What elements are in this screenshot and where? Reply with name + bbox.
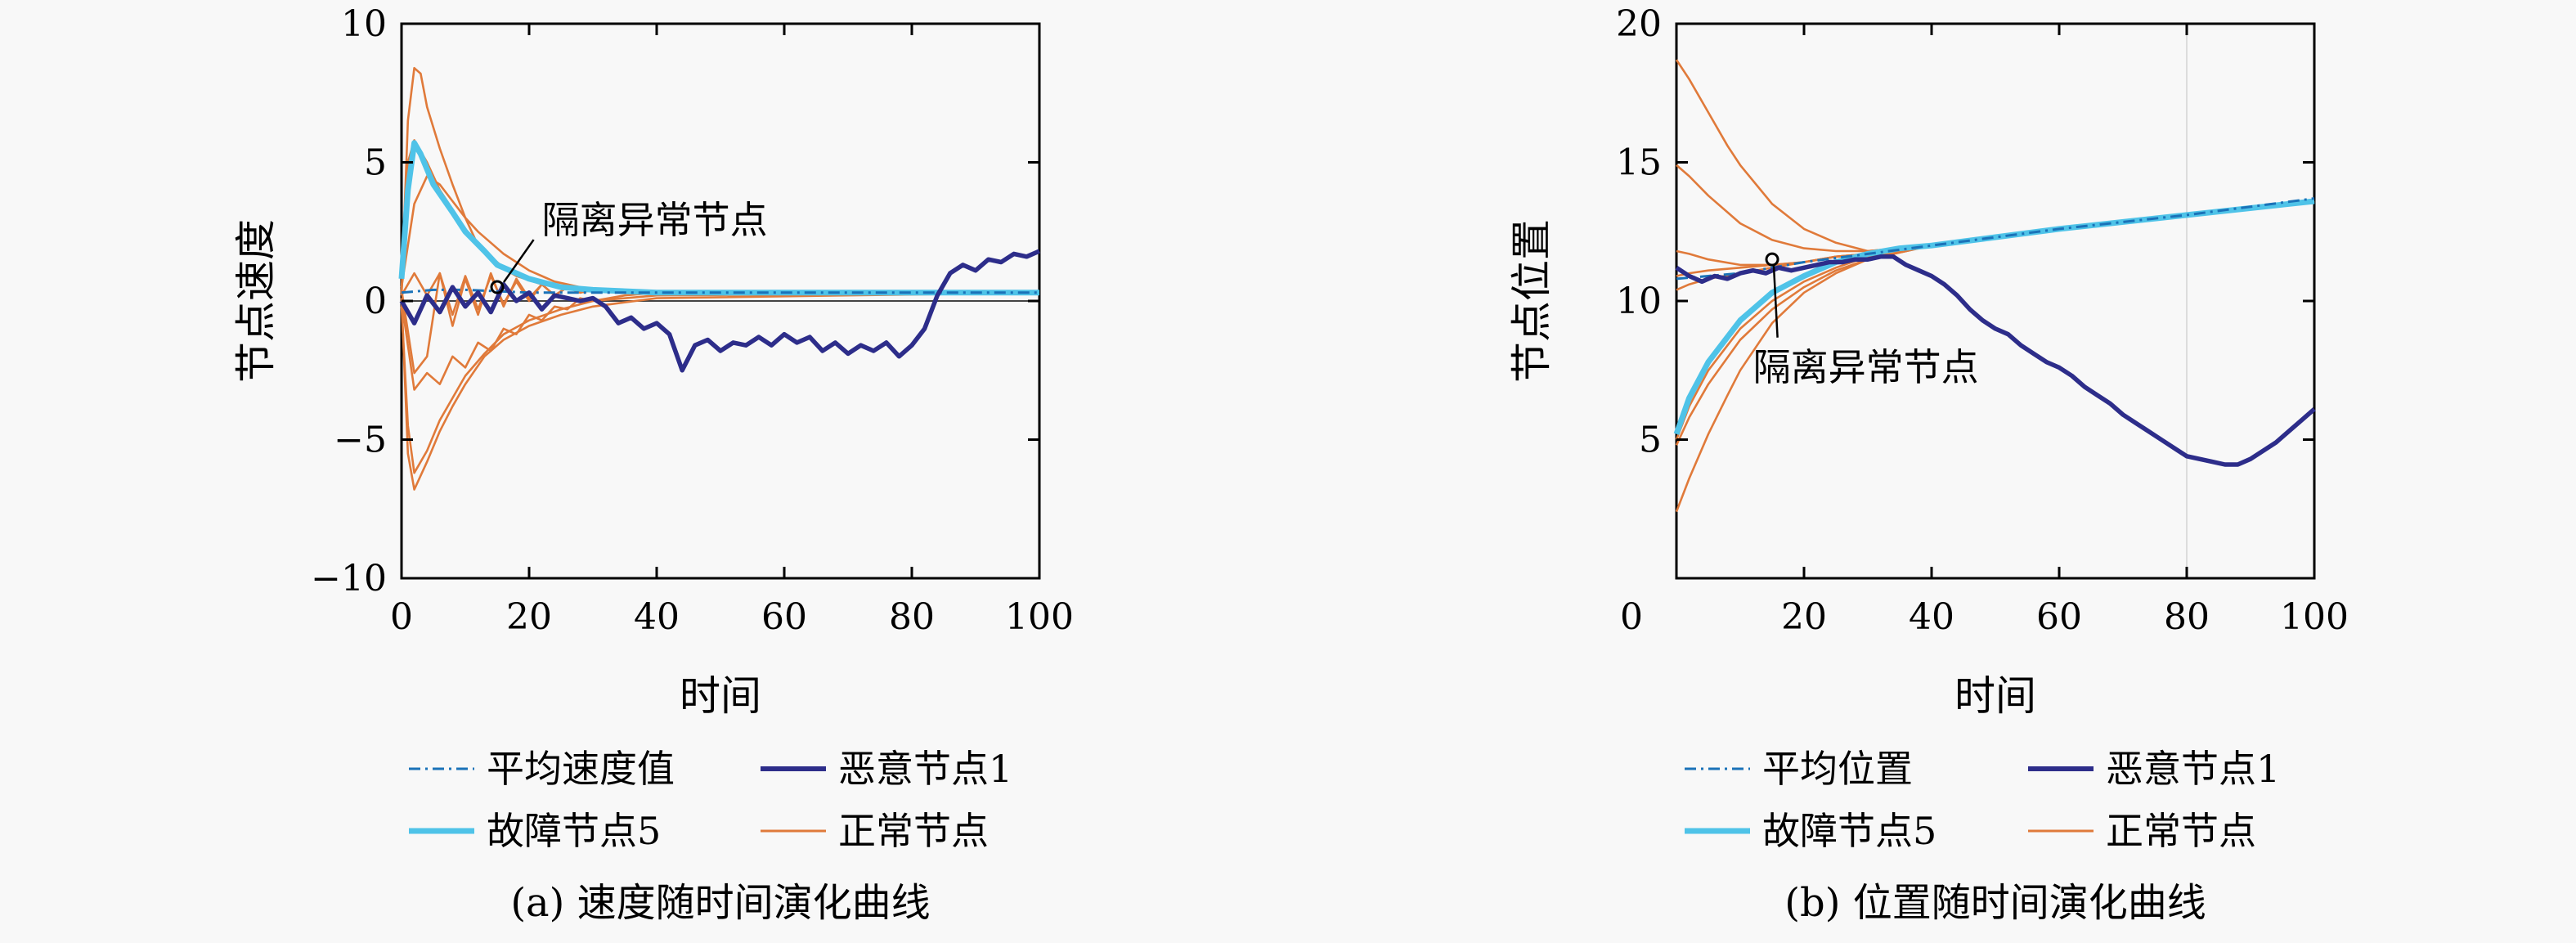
faulty-node-5-line [1673,198,2315,435]
panel-position: 20 15 10 5 0 20 40 60 80 100 隔离异常节点 时间 节点位置 平均位置 … [1508,3,2349,926]
average-line [401,288,1039,294]
x-tick-label: 0 [390,596,413,638]
axis-ticks: 20 15 10 5 0 20 40 60 80 100 [1616,3,2349,638]
x-tick-label: 20 [506,596,552,638]
y-tick-label: 0 [364,281,387,322]
y-tick-label: 20 [1616,3,1662,45]
x-tick-label: 40 [1909,596,1954,638]
legend-label-average: 平均速度值 [487,747,675,791]
annotation: 隔离异常节点 [490,198,768,294]
caption: (a) 速度随时间演化曲线 [510,880,930,926]
x-tick-label: 20 [1781,596,1827,638]
x-tick-label: 60 [761,596,807,638]
annotation-text: 隔离异常节点 [542,198,768,242]
annotation-marker [1765,252,1779,267]
x-tick-label: 100 [2280,596,2349,638]
annotation: 隔离异常节点 [1753,252,1979,389]
legend-label-malicious: 恶意节点1 [2106,747,2280,791]
legend-label-faulty: 故障节点5 [487,809,661,853]
x-tick-label: 80 [2164,596,2210,638]
y-axis-label: 节点速度 [232,219,280,383]
y-tick-label: 15 [1616,142,1662,184]
legend: 平均速度值 恶意节点1 故障节点5 正常节点 [409,747,1012,853]
faulty-node-5-line [398,140,1039,296]
x-tick-label: 100 [1005,596,1074,638]
legend-label-normal: 正常节点 [2106,809,2256,853]
legend: 平均位置 恶意节点1 故障节点5 正常节点 [1685,747,2280,853]
normal-node-line-5 [1676,200,2315,291]
y-tick-label: 10 [1616,281,1662,322]
legend-label-normal: 正常节点 [838,809,989,853]
annotation-arrow [1772,266,1779,338]
normal-node-line-1 [400,66,1039,294]
annotation-text: 隔离异常节点 [1753,345,1979,389]
annotation-marker [490,280,505,294]
normal-node-line-1 [1675,59,2315,253]
y-tick-label: 5 [364,142,387,184]
x-axis-label: 时间 [680,672,761,720]
series-lines [1673,59,2316,513]
legend-label-average: 平均位置 [1762,747,1913,791]
legend-label-malicious: 恶意节点1 [838,747,1012,791]
malicious-node-1-line [399,249,1041,373]
x-tick-label: 40 [634,596,680,638]
y-tick-label: −10 [311,558,387,599]
y-tick-label: 10 [341,3,387,45]
y-tick-label: −5 [334,420,387,461]
malicious-node-1-line [1675,254,2316,467]
annotation-arrow [502,239,535,283]
y-tick-label: 5 [1639,420,1662,461]
normal-node-line-6 [400,291,1039,391]
normal-node-line-4 [400,291,1040,491]
x-tick-label: 60 [2036,596,2082,638]
legend-label-faulty: 故障节点5 [1762,809,1936,853]
series-lines [398,66,1041,491]
caption: (b) 位置随时间演化曲线 [1784,880,2206,926]
y-axis-label: 节点位置 [1508,219,1555,383]
normal-node-line-5 [400,291,1040,474]
x-tick-label: 0 [1620,596,1643,638]
x-tick-label: 80 [889,596,935,638]
x-axis-label: 时间 [1954,672,2036,720]
